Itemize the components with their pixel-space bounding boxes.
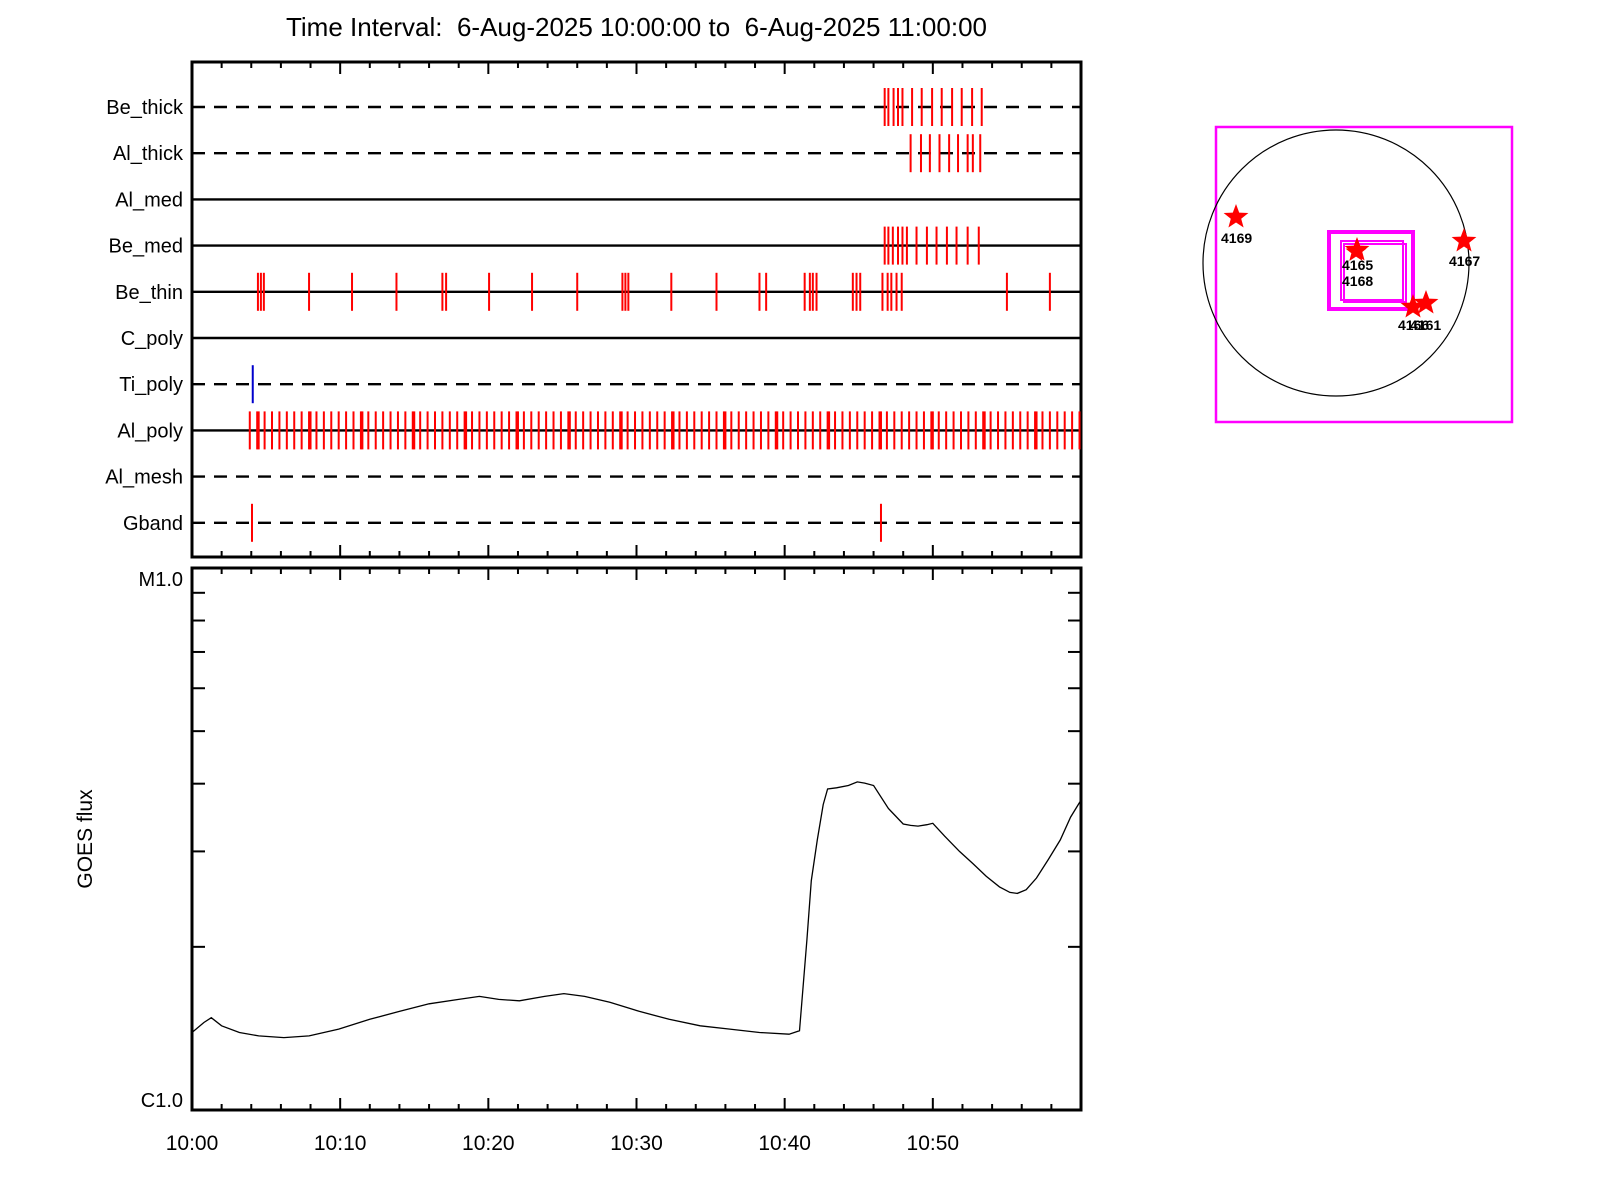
goes-y-ticks — [192, 591, 1081, 948]
filter-ticks-Be_thin — [256, 272, 1051, 311]
goes-ylabel: GOES flux — [74, 789, 97, 889]
active-region-4161: 4161 — [1410, 290, 1441, 333]
filter-row-Ti_poly: Ti_poly — [119, 365, 1081, 404]
region-label-4161: 4161 — [1410, 317, 1441, 333]
filter-row-Gband: Gband — [123, 503, 1081, 542]
filter-label-C_poly: C_poly — [121, 328, 183, 350]
filter-row-Al_poly: Al_poly — [117, 411, 1081, 450]
region-star-icon — [1413, 290, 1439, 314]
filter-ticks-Gband — [251, 503, 882, 542]
filter-label-Ti_poly: Ti_poly — [119, 374, 183, 396]
xtick-10:40: 10:40 — [758, 1132, 811, 1155]
filter-row-Be_thick: Be_thick — [106, 88, 1081, 126]
filter-row-Be_thin: Be_thin — [115, 272, 1081, 311]
active-region-4166: 4166 — [1398, 294, 1429, 333]
goes-ytick-bottom: C1.0 — [141, 1090, 183, 1112]
region-star-icon — [1451, 228, 1477, 252]
time-axis-ticks — [191, 62, 1082, 1110]
region-star-icon — [1400, 294, 1426, 318]
page-title: Time Interval: 6-Aug-2025 10:00:00 to 6-… — [285, 12, 987, 42]
filter-label-Al_mesh: Al_mesh — [105, 467, 183, 489]
filter-ticks-Be_med — [883, 226, 980, 265]
region-star-icon — [1223, 204, 1249, 228]
filter-row-Be_med: Be_med — [109, 226, 1081, 265]
region-label-4166: 4166 — [1398, 317, 1429, 333]
filter-label-Al_thick: Al_thick — [113, 143, 184, 165]
filter-ticks-Al_poly — [248, 411, 1081, 450]
xtick-10:20: 10:20 — [462, 1132, 515, 1155]
filter-row-Al_mesh: Al_mesh — [105, 467, 1081, 489]
active-region-4169: 4169 — [1221, 204, 1252, 246]
filter-row-Al_thick: Al_thick — [113, 134, 1081, 173]
fov-outer-box — [1214, 125, 1514, 424]
xtick-10:50: 10:50 — [907, 1132, 960, 1155]
fov-inner-box-2 — [1340, 240, 1404, 301]
filter-ticks-Be_thick — [883, 88, 983, 126]
xtick-10:30: 10:30 — [610, 1132, 663, 1155]
goes-ytick-top: M1.0 — [139, 569, 183, 591]
filter-row-Al_med: Al_med — [115, 189, 1081, 211]
filter-label-Be_med: Be_med — [109, 236, 184, 258]
filter-row-C_poly: C_poly — [121, 328, 1081, 350]
filter-label-Be_thick: Be_thick — [106, 97, 184, 119]
solar-limb-circle — [1202, 129, 1470, 397]
filter-label-Gband: Gband — [123, 513, 183, 535]
goes-flux-curve — [191, 781, 1082, 1039]
goes-xtick-labels: 10:00 10:10 10:20 10:30 10:40 10:50 — [166, 1132, 959, 1155]
timeline-panel-border — [190, 60, 1083, 559]
region-label-4165: 4165 — [1342, 257, 1373, 273]
region-label-4169: 4169 — [1221, 230, 1252, 246]
fov-inner-box-1 — [1327, 230, 1415, 311]
active-region-4168: 4168 — [1342, 241, 1373, 289]
xtick-10:00: 10:00 — [166, 1132, 219, 1155]
region-label-4167: 4167 — [1449, 253, 1480, 269]
region-label-4168: 4168 — [1342, 273, 1373, 289]
xtick-10:10: 10:10 — [314, 1132, 367, 1155]
filter-ticks-Al_thick — [909, 134, 982, 173]
active-region-4167: 4167 — [1449, 228, 1480, 269]
filter-label-Be_thin: Be_thin — [115, 282, 183, 304]
fov-inner-box-3 — [1343, 243, 1407, 303]
filter-label-Al_med: Al_med — [115, 189, 183, 211]
region-star-icon — [1345, 241, 1367, 261]
filter-label-Al_poly: Al_poly — [117, 420, 183, 442]
